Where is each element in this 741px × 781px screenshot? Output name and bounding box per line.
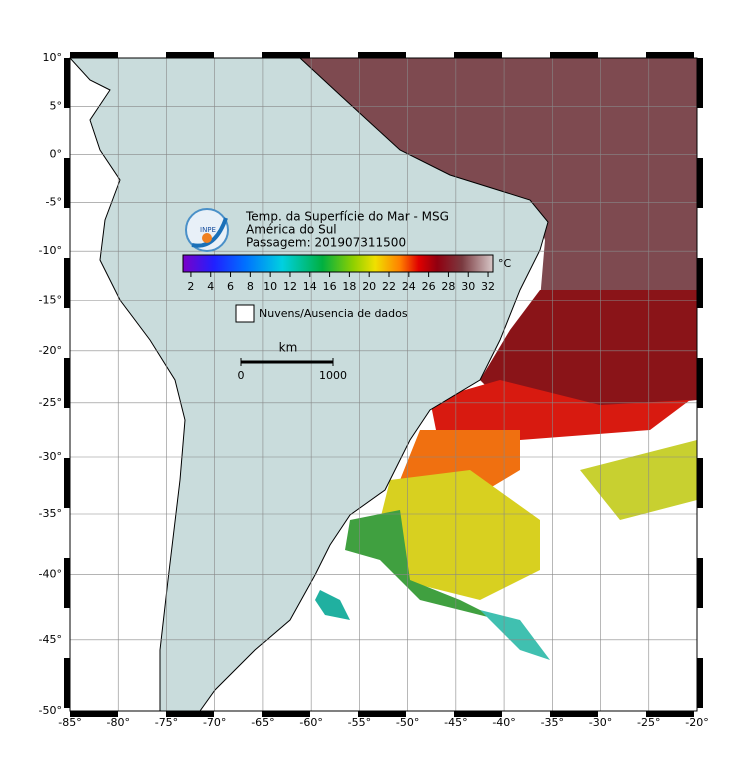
colorbar-tick-label: 28 [441,280,455,293]
lon-tick-label: -50° [396,716,419,729]
lat-tick-label: -35° [39,507,62,520]
colorbar-tick-label: 16 [323,280,337,293]
lat-tick-label: 5° [50,99,63,112]
sst-cyan [315,590,350,620]
colorbar-tick-label: 14 [303,280,317,293]
colorbar-tick-label: 20 [362,280,376,293]
lat-tick-label: -40° [39,568,62,581]
lat-tick-label: -20° [39,344,62,357]
graticule [70,58,697,711]
title-line: Passagem: 201907311500 [246,236,406,250]
lat-tick-label: -15° [39,293,62,306]
logo-text: INPE [200,226,216,234]
lat-tick-label: -45° [39,633,62,646]
lon-tick-label: -65° [251,716,274,729]
colorbar-tick-label: 22 [382,280,396,293]
colorbar-tick-label: 18 [342,280,356,293]
colorbar-unit: °C [498,257,512,270]
lat-tick-label: -30° [39,450,62,463]
lon-tick-label: -75° [155,716,178,729]
colorbar-tick-label: 8 [247,280,254,293]
scalebar-start: 0 [238,369,245,382]
legend-swatch [235,304,255,323]
lat-tick-label: -50° [39,704,62,717]
lon-tick-label: -40° [492,716,515,729]
colorbar-tick-label: 32 [481,280,495,293]
lon-tick-label: -70° [203,716,226,729]
colorbar-tick-label: 4 [207,280,214,293]
lat-tick-label: 0° [50,148,63,161]
scalebar-end: 1000 [319,369,347,382]
map-area [70,58,697,711]
sst-warm [300,58,697,300]
lon-tick-label: -25° [637,716,660,729]
lon-tick-label: -30° [589,716,612,729]
lon-tick-label: -80° [106,716,129,729]
logo: INPE [185,208,229,252]
colorbar-tick-label: 6 [227,280,234,293]
lon-tick-label: -35° [541,716,564,729]
colorbar [182,254,494,273]
colorbar-tick-label: 12 [283,280,297,293]
lon-tick-label: -55° [348,716,371,729]
sst-yellow-east [580,440,697,520]
title-line: Temp. da Superfície do Mar - MSG [245,210,449,224]
colorbar-tick-label: 30 [461,280,475,293]
sst-teal [480,610,550,660]
sst-yellow [380,470,540,600]
colorbar-tick-label: 26 [422,280,436,293]
scalebar-unit: km [279,341,298,355]
legend-label: Nuvens/Ausencia de dados [259,307,408,320]
sst-green [345,510,500,620]
lon-tick-label: -60° [299,716,322,729]
colorbar-ticks: 2 4 6 8 10 12 14 16 18 20 22 24 26 28 30 32 [187,272,495,293]
lat-tick-label: -25° [39,396,62,409]
lat-tick-label: -5° [46,196,62,209]
lon-tick-label: -45° [444,716,467,729]
colorbar-tick-label: 24 [402,280,416,293]
lat-tick-label: -10° [39,244,62,257]
sst-dark-red [480,290,697,410]
lon-tick-label: -20° [685,716,708,729]
title-line: América do Sul [246,223,337,237]
scalebar: km 0 1000 [238,341,348,383]
lon-tick-label: -85° [58,716,81,729]
colorbar-tick-label: 10 [263,280,277,293]
lat-tick-label: 10° [43,51,63,64]
colorbar-tick-label: 2 [187,280,194,293]
